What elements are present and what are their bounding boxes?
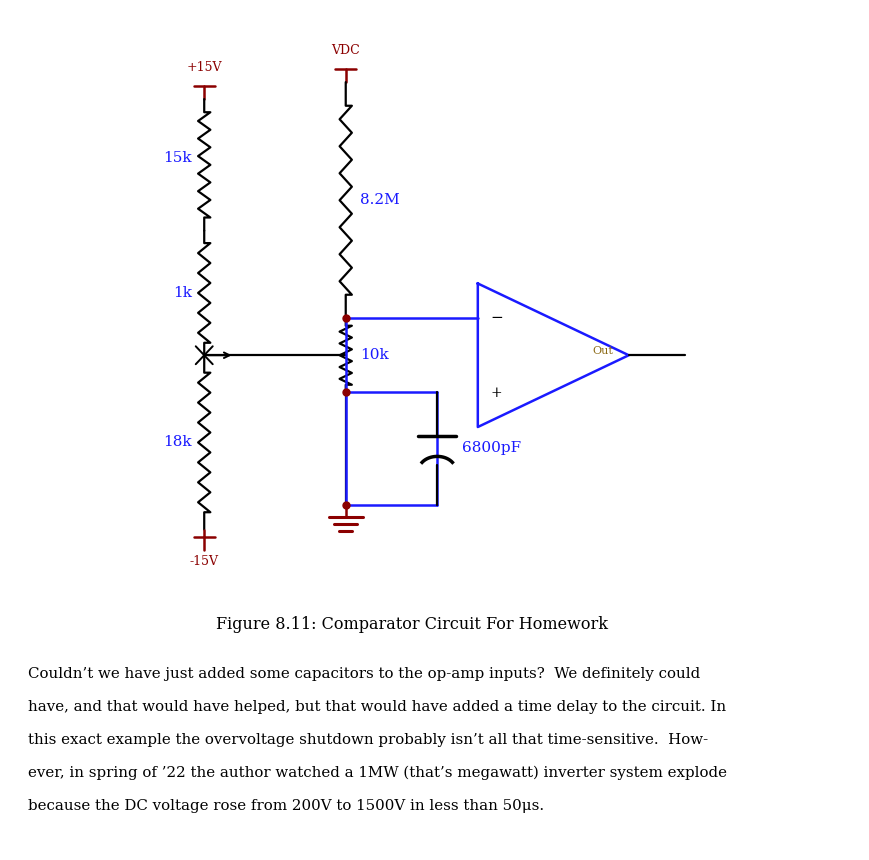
Text: 8.2M: 8.2M <box>360 194 399 207</box>
Text: +15V: +15V <box>186 61 222 74</box>
Text: VDC: VDC <box>331 44 360 58</box>
Text: 15k: 15k <box>163 151 192 165</box>
Text: this exact example the overvoltage shutdown probably isn’t all that time-sensiti: this exact example the overvoltage shutd… <box>28 733 707 747</box>
Text: 18k: 18k <box>163 435 192 450</box>
Text: −: − <box>490 311 502 325</box>
Text: -15V: -15V <box>189 555 218 568</box>
Text: +: + <box>490 385 502 400</box>
Text: Couldn’t we have just added some capacitors to the op-amp inputs?  We definitely: Couldn’t we have just added some capacit… <box>28 667 700 681</box>
Text: 6800pF: 6800pF <box>461 441 521 456</box>
Text: 1k: 1k <box>173 286 192 300</box>
Text: ever, in spring of ’22 the author watched a 1MW (that’s megawatt) inverter syste: ever, in spring of ’22 the author watche… <box>28 766 726 780</box>
Text: have, and that would have helped, but that would have added a time delay to the : have, and that would have helped, but th… <box>28 700 725 714</box>
Text: Figure 8.11: Comparator Circuit For Homework: Figure 8.11: Comparator Circuit For Home… <box>216 616 607 633</box>
Text: Out: Out <box>591 347 612 356</box>
Text: 10k: 10k <box>360 348 388 362</box>
Text: because the DC voltage rose from 200V to 1500V in less than 50μs.: because the DC voltage rose from 200V to… <box>28 799 543 813</box>
